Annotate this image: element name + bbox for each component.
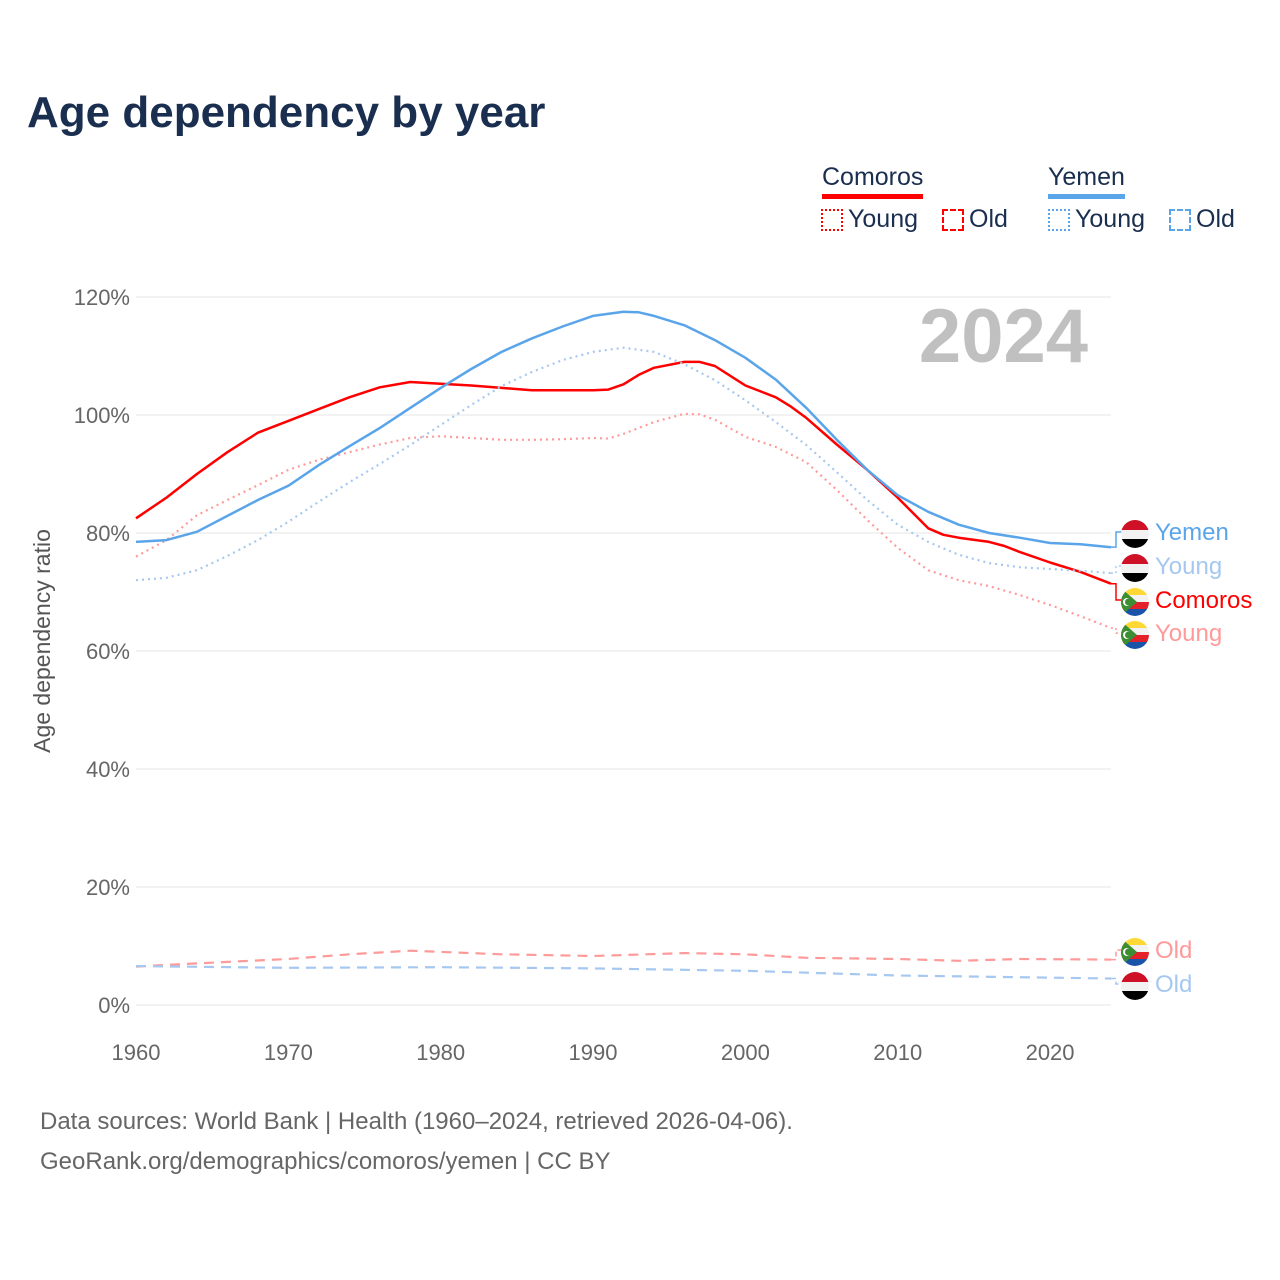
series-line-yemen-young: [135, 346, 1112, 582]
dashed-swatch-icon: [1169, 208, 1191, 231]
flag-stripe: [1121, 635, 1149, 642]
y-tick-label: 100%: [74, 403, 130, 428]
flag-stripe: [1121, 520, 1149, 530]
flag-stripe: [1121, 628, 1149, 635]
y-tick-label: 60%: [86, 639, 130, 664]
flag-crescent: [1125, 598, 1132, 606]
y-tick-label: 0%: [98, 993, 130, 1018]
flag-stripe: [1121, 621, 1149, 628]
flag: [1121, 554, 1149, 582]
y-tick-label: 80%: [86, 521, 130, 546]
legend-label: Old: [1196, 205, 1235, 233]
end-label-comoros: Comoros: [1111, 582, 1252, 616]
series-line-yemen: [135, 310, 1112, 549]
flag: [1121, 588, 1149, 616]
leader-line: [1111, 977, 1122, 985]
flag: [1121, 972, 1149, 1000]
end-label-text: Old: [1155, 937, 1192, 964]
flag-stripe: [1121, 982, 1149, 991]
dotted-swatch-icon: [821, 208, 843, 231]
series-line-comoros-old: [135, 949, 1112, 968]
leader-line: [1111, 949, 1122, 961]
end-label-text: Young: [1155, 553, 1222, 580]
series-line-comoros-young: [135, 412, 1112, 630]
legend-comoros-young: Young: [821, 205, 918, 234]
x-tick-label: 2000: [721, 1040, 770, 1065]
comoros-flag-icon: [1121, 938, 1149, 966]
flag-stripe: [1121, 959, 1149, 966]
legend-label: Young: [1075, 205, 1145, 233]
flag-stripe: [1121, 554, 1149, 564]
flag-stripe: [1121, 539, 1149, 548]
flag-stripe: [1121, 945, 1149, 952]
flag-stripe: [1121, 938, 1149, 945]
flag-stripe: [1121, 573, 1149, 582]
end-label-text: Yemen: [1155, 519, 1229, 546]
flag-stripe: [1121, 602, 1149, 609]
end-label-yemen-young: Young: [1111, 553, 1222, 582]
y-tick-label: 20%: [86, 875, 130, 900]
yemen-flag-icon: [1121, 554, 1149, 582]
flag-stripe: [1121, 588, 1149, 595]
footer-sources: Data sources: World Bank | Health (1960–…: [40, 1108, 793, 1135]
end-labels: Yemen Young Comoros Young Old Old: [1111, 519, 1252, 1000]
flag-stripe: [1121, 952, 1149, 959]
x-tick-label: 2010: [873, 1040, 922, 1065]
y-tick-label: 40%: [86, 757, 130, 782]
dashed-swatch-icon: [942, 208, 964, 231]
end-label-text: Comoros: [1155, 587, 1252, 614]
yemen-flag-icon: [1121, 520, 1149, 548]
flag-stripe: [1121, 595, 1149, 602]
legend-yemen-young: Young: [1048, 205, 1145, 234]
flag-stripe: [1121, 530, 1149, 539]
legend-comoros: Comoros: [822, 163, 924, 199]
flag-crescent: [1125, 948, 1132, 956]
footer-credit: GeoRank.org/demographics/comoros/yemen |…: [40, 1148, 611, 1175]
end-label-yemen: Yemen: [1111, 519, 1229, 548]
flag-stripe: [1121, 642, 1149, 649]
dotted-swatch-icon: [1048, 208, 1070, 231]
y-tick-label: 120%: [74, 285, 130, 310]
flag-stripe: [1121, 972, 1149, 982]
chart-title: Age dependency by year: [27, 88, 546, 137]
flag-stripe: [1121, 564, 1149, 573]
x-tick-label: 2020: [1026, 1040, 1075, 1065]
flag: [1121, 520, 1149, 548]
yemen-flag-icon: [1121, 972, 1149, 1000]
x-tick-label: 1980: [416, 1040, 465, 1065]
flag: [1121, 938, 1149, 966]
comoros-flag-icon: [1121, 588, 1149, 616]
end-label-comoros-old: Old: [1111, 937, 1192, 966]
series-line-yemen-old: [135, 965, 1112, 980]
end-label-comoros-young: Young: [1111, 620, 1222, 649]
flag-stripe: [1121, 991, 1149, 1000]
legend-label: Old: [969, 205, 1008, 233]
flag: [1121, 621, 1149, 649]
comoros-flag-icon: [1121, 621, 1149, 649]
leader-line: [1111, 627, 1122, 634]
x-tick-label: 1990: [569, 1040, 618, 1065]
x-tick-label: 1960: [112, 1040, 161, 1065]
grid: 0% 20% 40% 60% 80% 100% 120% 1960 1970 1980 1990 20…: [74, 285, 1111, 1065]
legend-label: Young: [848, 205, 918, 233]
legend-comoros-old: Old: [942, 205, 1008, 234]
leader-line: [1111, 582, 1122, 601]
end-label-text: Old: [1155, 971, 1192, 998]
leader-line: [1111, 531, 1122, 548]
end-label-text: Young: [1155, 620, 1222, 647]
legend-yemen: Yemen: [1048, 163, 1125, 199]
series-lines: [135, 310, 1112, 980]
series-line-comoros: [135, 360, 1112, 585]
year-watermark: 2024: [919, 294, 1088, 379]
legend-yemen-old: Old: [1169, 205, 1235, 234]
leader-line: [1111, 565, 1122, 574]
flag-stripe: [1121, 609, 1149, 616]
x-tick-label: 1970: [264, 1040, 313, 1065]
y-axis-label: Age dependency ratio: [29, 529, 55, 753]
flag-crescent: [1125, 631, 1132, 639]
end-label-yemen-old: Old: [1111, 971, 1192, 1000]
